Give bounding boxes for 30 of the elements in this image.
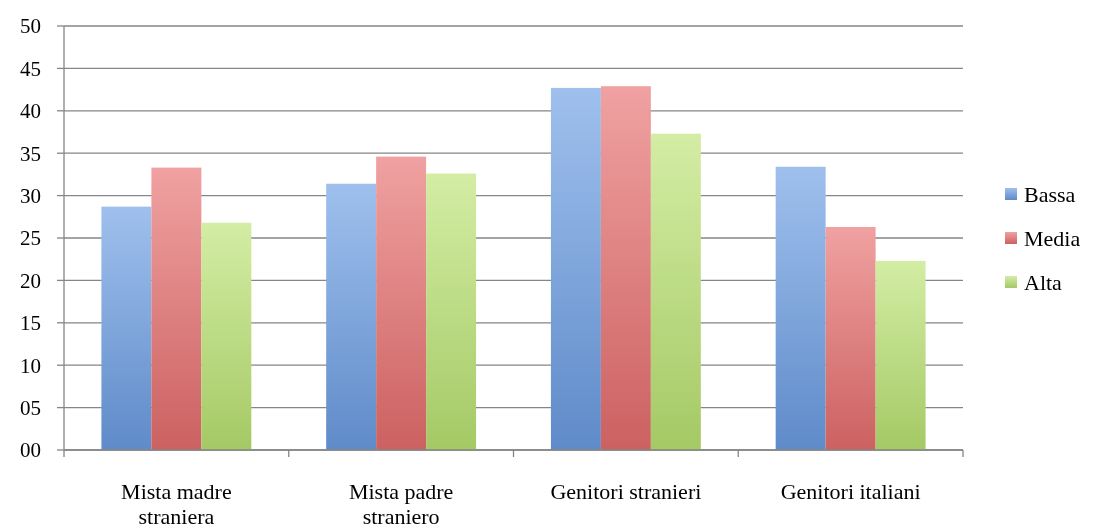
- x-tick-label: Genitori stranieri: [550, 479, 702, 504]
- bar: [550, 87, 601, 450]
- y-tick-label: 35: [20, 141, 41, 166]
- bar: [825, 226, 876, 450]
- y-tick-label: 10: [20, 353, 41, 378]
- y-tick-label: 40: [20, 99, 41, 124]
- legend-label: Bassa: [1024, 181, 1076, 207]
- bar: [151, 167, 202, 450]
- y-tick-label: 20: [20, 268, 41, 293]
- y-tick-label: 30: [20, 183, 41, 208]
- x-tick-label: Mista madre straniera: [121, 479, 232, 529]
- bar: [376, 156, 427, 450]
- bar: [600, 86, 651, 450]
- y-tick-label: 50: [20, 14, 41, 39]
- bar: [326, 183, 377, 450]
- bar: [775, 166, 826, 450]
- legend-label: Media: [1024, 225, 1081, 251]
- legend-label: Alta: [1024, 269, 1063, 295]
- y-tick-label: 15: [20, 311, 41, 336]
- bar: [426, 173, 477, 450]
- x-tick-label: Mista padre straniero: [348, 479, 454, 529]
- y-tick-label: 25: [20, 226, 41, 251]
- y-tick-label: 45: [20, 56, 41, 81]
- bar: [875, 260, 926, 450]
- y-tick-label: 00: [20, 438, 41, 463]
- bar: [650, 133, 701, 450]
- x-tick-label: Genitori italiani: [780, 479, 921, 504]
- bar: [201, 222, 252, 450]
- y-tick-label: 05: [20, 395, 41, 420]
- bar: [101, 206, 152, 450]
